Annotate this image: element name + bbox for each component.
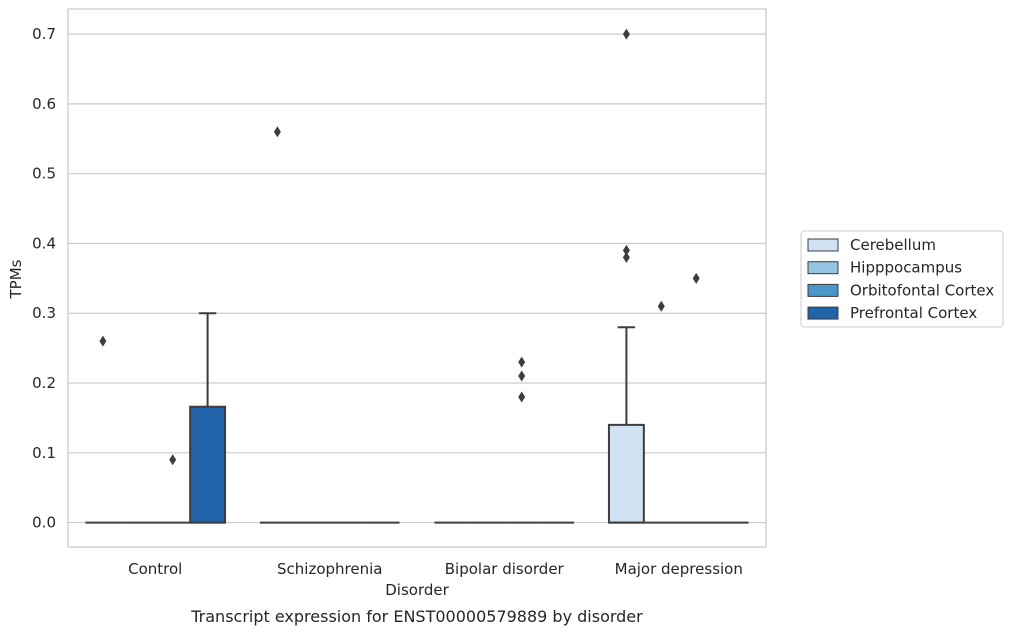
legend-label: Prefrontal Cortex: [850, 304, 977, 322]
outlier-point: [657, 300, 665, 312]
box-1-0: [259, 126, 295, 524]
x-tick-label: Control: [128, 560, 182, 578]
box-2-2: [504, 356, 540, 524]
boxes: [85, 28, 749, 524]
legend-frame: [800, 230, 1004, 328]
x-axis-label: Disorder: [385, 581, 449, 599]
box-3-1: [643, 300, 679, 524]
legend-label: Hipppocampus: [850, 259, 962, 277]
outlier-point: [622, 28, 630, 40]
legend-swatch: [807, 261, 839, 275]
y-tick-label: 0.3: [32, 304, 56, 322]
y-axis-label: TPMs: [7, 259, 25, 299]
legend-swatch: [807, 283, 839, 297]
y-tick-label: 0.2: [32, 374, 56, 392]
y-tick-label: 0.1: [32, 444, 56, 462]
outlier-point: [99, 335, 107, 347]
box-0-3: [189, 312, 227, 524]
box-3-0: [607, 28, 645, 524]
y-tick-label: 0.6: [32, 95, 56, 113]
y-tick-label: 0.4: [32, 234, 56, 252]
chart-caption: Transcript expression for ENST0000057988…: [190, 607, 643, 626]
box-3-2: [678, 272, 714, 524]
box-body: [189, 405, 227, 524]
outlier-point: [692, 272, 700, 284]
legend-swatch: [807, 306, 839, 320]
x-tick-labels: Control Schizophrenia Bipolar disorder Majo…: [128, 560, 743, 578]
x-tick-label: Major depression: [615, 560, 743, 578]
y-tick-label: 0.0: [32, 514, 56, 532]
outlier-point: [169, 454, 177, 466]
y-tick-labels: 0.0 0.1 0.2 0.3 0.4 0.5 0.6 0.7: [32, 25, 56, 531]
legend-items: Cerebellum Hipppocampus Orbitofontal Corte…: [807, 236, 994, 322]
outlier-point: [622, 244, 630, 256]
box-body: [607, 423, 645, 524]
gridlines: [68, 33, 766, 524]
outlier-point: [273, 126, 281, 138]
legend: Cerebellum Hipppocampus Orbitofontal Corte…: [800, 230, 1004, 328]
box-0-2: [155, 454, 191, 524]
x-tick-label: Schizophrenia: [277, 560, 382, 578]
outlier-point: [622, 251, 630, 263]
legend-swatch: [807, 238, 839, 252]
outlier-point: [518, 356, 526, 368]
box-0-0: [85, 335, 121, 524]
legend-label: Orbitofontal Cortex: [850, 281, 994, 299]
y-tick-label: 0.7: [32, 25, 56, 43]
x-tick-label: Bipolar disorder: [445, 560, 565, 578]
outlier-point: [518, 391, 526, 403]
plot-area-frame: [67, 8, 767, 548]
outlier-point: [518, 370, 526, 382]
legend-label: Cerebellum: [850, 236, 936, 254]
y-tick-label: 0.5: [32, 165, 56, 183]
